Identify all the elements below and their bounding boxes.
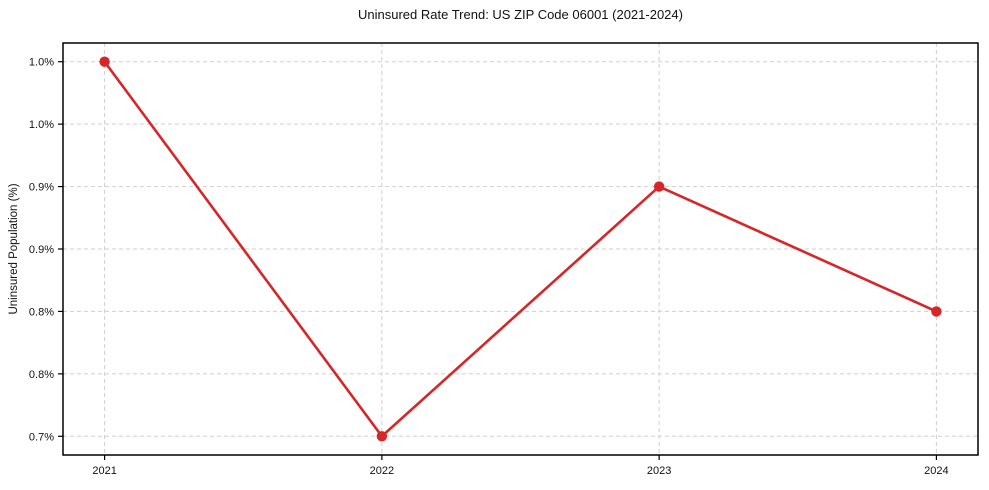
trend-line xyxy=(103,60,938,438)
x-tick-label: 2023 xyxy=(647,465,671,477)
y-tick-label: 1.0% xyxy=(29,57,54,69)
data-point xyxy=(931,306,942,317)
x-tick-label: 2022 xyxy=(370,465,394,477)
chart-title: Uninsured Rate Trend: US ZIP Code 06001 … xyxy=(358,7,683,22)
y-tick-label: 0.9% xyxy=(29,244,54,256)
y-tick-label: 1.0% xyxy=(29,119,54,131)
y-tick-label: 0.7% xyxy=(29,431,54,443)
y-tick-label: 0.8% xyxy=(29,306,54,318)
y-tick-label: 0.8% xyxy=(29,369,54,381)
x-tick-label: 2024 xyxy=(924,465,948,477)
data-point xyxy=(653,181,665,192)
y-axis-label: Uninsured Population (%) xyxy=(8,183,20,315)
data-point xyxy=(376,431,388,442)
x-tick-label: 2021 xyxy=(92,465,116,477)
y-tick-label: 0.9% xyxy=(29,182,54,194)
data-point xyxy=(99,56,110,67)
